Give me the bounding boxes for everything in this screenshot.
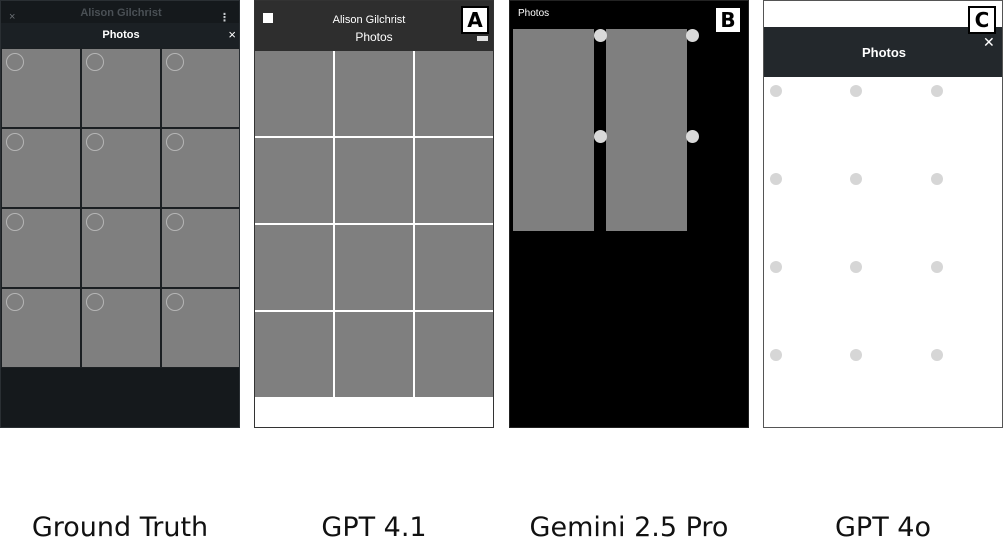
selection-circle-icon[interactable] <box>850 85 862 97</box>
minimize-icon[interactable] <box>477 36 488 41</box>
photos-title: Photos <box>518 8 550 19</box>
photo-thumbnail[interactable] <box>255 51 333 136</box>
account-name: Alison Gilchrist <box>332 14 406 26</box>
more-vertical-icon[interactable]: ⋮ <box>219 12 230 24</box>
photos-title: Photos <box>102 29 140 41</box>
selection-circle-icon[interactable] <box>686 29 699 42</box>
photo-thumbnail[interactable] <box>255 138 333 223</box>
selection-circle-icon[interactable] <box>931 85 943 97</box>
photo-thumbnail[interactable] <box>255 225 333 310</box>
photo-thumbnail[interactable] <box>606 29 687 231</box>
selection-circle-icon[interactable] <box>6 53 24 71</box>
account-name: Alison Gilchrist <box>80 7 162 19</box>
selection-circle-icon[interactable] <box>850 261 862 273</box>
photo-thumbnail[interactable] <box>335 138 413 223</box>
selection-circle-icon[interactable] <box>166 133 184 151</box>
photos-title: Photos <box>861 45 907 60</box>
caption-gpt4o: GPT 4o <box>835 512 931 543</box>
ground-truth-panel: × Alison Gilchrist ⋮ Photos × <box>0 0 240 428</box>
gpt41-panel: Alison Gilchrist Photos <box>254 0 494 428</box>
selection-circle-icon[interactable] <box>931 173 943 185</box>
selection-circle-icon[interactable] <box>86 213 104 231</box>
selection-circle-icon[interactable] <box>770 85 782 97</box>
selection-circle-icon[interactable] <box>931 261 943 273</box>
photo-thumbnail[interactable] <box>335 312 413 397</box>
selection-circle-icon[interactable] <box>594 130 607 143</box>
selection-circle-icon[interactable] <box>686 130 699 143</box>
selection-circle-icon[interactable] <box>6 213 24 231</box>
selection-circle-icon[interactable] <box>6 293 24 311</box>
selection-circle-icon[interactable] <box>770 261 782 273</box>
caption-ground-truth: Ground Truth <box>31 512 209 543</box>
photos-header <box>1 23 239 48</box>
gpt4o-panel: Photos ✕ <box>763 0 1003 428</box>
close-icon[interactable]: × <box>228 27 236 42</box>
selection-circle-icon[interactable] <box>166 213 184 231</box>
photos-title: Photos <box>355 30 393 44</box>
photo-thumbnail[interactable] <box>415 51 493 136</box>
photo-thumbnail[interactable] <box>81 128 161 208</box>
checkbox-icon[interactable] <box>263 13 273 23</box>
photo-thumbnail[interactable] <box>335 225 413 310</box>
badge-a: A <box>461 6 489 34</box>
photo-thumbnail[interactable] <box>255 312 333 397</box>
selection-circle-icon[interactable] <box>594 29 607 42</box>
photo-thumbnail[interactable] <box>161 48 239 128</box>
photo-thumbnail[interactable] <box>81 208 161 288</box>
badge-b: B <box>714 6 742 34</box>
selection-circle-icon[interactable] <box>166 53 184 71</box>
selection-circle-icon[interactable] <box>850 349 862 361</box>
selection-circle-icon[interactable] <box>86 53 104 71</box>
photo-thumbnail[interactable] <box>335 51 413 136</box>
account-bar <box>1 1 239 23</box>
selection-circle-icon[interactable] <box>166 293 184 311</box>
caption-gpt41: GPT 4.1 <box>321 512 427 543</box>
gemini-panel: Photos <box>509 0 749 428</box>
selection-circle-icon[interactable] <box>850 173 862 185</box>
selection-circle-icon[interactable] <box>770 349 782 361</box>
photos-header <box>255 1 493 51</box>
photo-thumbnail[interactable] <box>415 225 493 310</box>
selection-circle-icon[interactable] <box>86 293 104 311</box>
caption-gemini: Gemini 2.5 Pro <box>529 512 729 543</box>
selection-circle-icon[interactable] <box>770 173 782 185</box>
selection-circle-icon[interactable] <box>931 349 943 361</box>
selection-circle-icon[interactable] <box>86 133 104 151</box>
badge-c: C <box>968 6 996 34</box>
photo-thumbnail[interactable] <box>415 138 493 223</box>
photo-thumbnail[interactable] <box>513 29 594 231</box>
photo-thumbnail[interactable] <box>415 312 493 397</box>
selection-circle-icon[interactable] <box>6 133 24 151</box>
close-icon[interactable]: × <box>9 11 16 23</box>
photos-header <box>764 27 1002 77</box>
close-icon[interactable]: ✕ <box>983 34 995 50</box>
